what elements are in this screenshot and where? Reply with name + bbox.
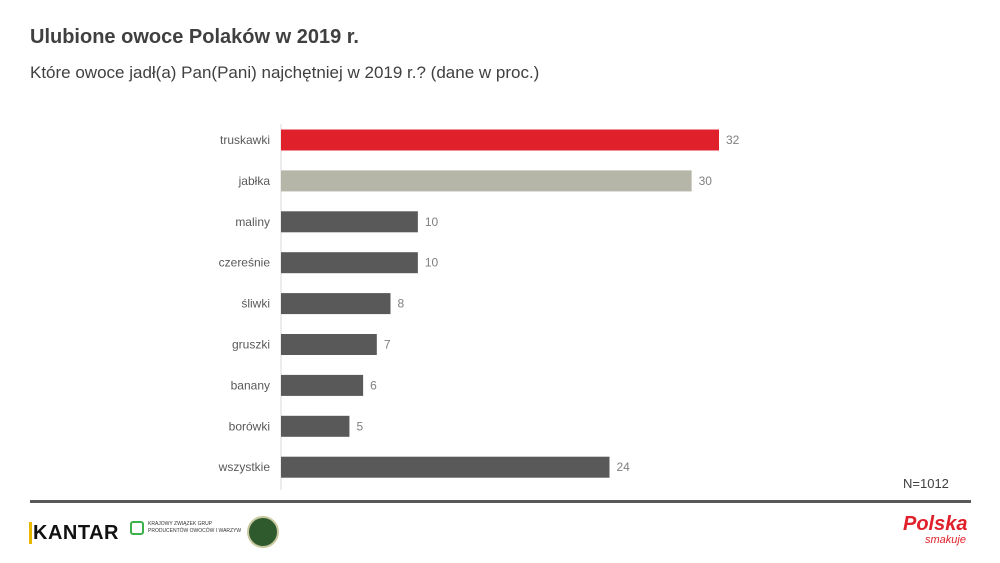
bar-wszystkie <box>281 456 610 478</box>
data-label: 32 <box>726 133 740 147</box>
data-label: 6 <box>370 378 377 392</box>
smakuje-logo: smakuje <box>925 534 966 546</box>
data-label: 24 <box>617 460 631 474</box>
category-label: jabłka <box>238 174 271 188</box>
kantar-logo-text: KANTAR <box>33 522 119 544</box>
data-label: 10 <box>425 256 439 270</box>
category-label: borówki <box>229 419 270 433</box>
bar-czereśnie <box>281 252 418 274</box>
data-label: 5 <box>356 419 363 433</box>
data-label: 30 <box>699 174 713 188</box>
polska-logo: Polska <box>903 513 968 535</box>
category-label: banany <box>231 378 270 392</box>
bar-banany <box>281 374 364 396</box>
bar-maliny <box>281 211 418 233</box>
sample-size-note: N=1012 <box>903 476 949 491</box>
chart-title: Ulubione owoce Polaków w 2019 r. <box>30 26 359 48</box>
kzgp-line2: Producentów Owoców i Warzyw <box>148 528 242 534</box>
category-label: truskawki <box>220 133 270 147</box>
bar-śliwki <box>281 293 391 315</box>
category-label: czereśnie <box>219 256 271 270</box>
kzgp-logo: Krajowy Związek Grup Producentów Owoców i… <box>130 521 241 535</box>
kzgp-logo-icon <box>130 521 144 535</box>
category-label: wszystkie <box>218 460 271 474</box>
category-label: maliny <box>235 215 270 229</box>
bar-jabłka <box>281 170 692 192</box>
bar-chart: truskawki 32 jabłka 30 maliny 10 czereśnie 10 śl… <box>218 124 740 490</box>
kantar-logo: KANTAR <box>29 522 119 545</box>
footer-divider <box>30 500 971 503</box>
bar-gruszki <box>281 334 377 355</box>
data-label: 7 <box>384 338 391 352</box>
ministry-seal-icon <box>247 516 279 548</box>
chart-subtitle: Które owoce jadł(a) Pan(Pani) najchętnie… <box>30 63 540 82</box>
category-label: gruszki <box>232 338 270 352</box>
kzgp-line1: Krajowy Związek Grup <box>148 521 213 527</box>
bar-borówki <box>281 415 350 437</box>
category-label: śliwki <box>241 297 270 311</box>
bar-truskawki <box>281 129 719 151</box>
data-label: 8 <box>398 297 405 311</box>
data-label: 10 <box>425 215 439 229</box>
